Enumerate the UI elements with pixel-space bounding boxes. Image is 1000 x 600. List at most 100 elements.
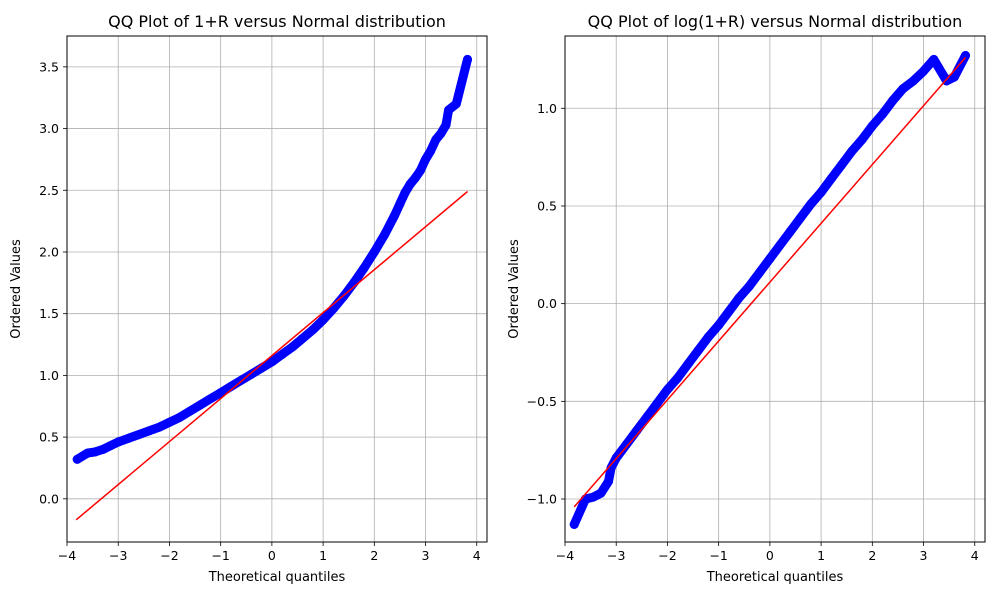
data-point <box>796 213 806 223</box>
data-point <box>652 398 662 408</box>
data-point <box>185 406 195 416</box>
data-point <box>908 76 918 86</box>
data-point <box>857 135 867 145</box>
data-point <box>277 349 287 359</box>
data-point <box>683 359 693 369</box>
data-point <box>426 146 436 156</box>
y-tick-label: 2.5 <box>39 183 59 198</box>
data-point <box>621 439 631 449</box>
data-point <box>949 72 959 82</box>
y-tick-label: −0.5 <box>527 394 557 409</box>
x-tick-label: 2 <box>868 548 876 563</box>
x-tick-label: 3 <box>920 548 928 563</box>
data-point <box>410 173 420 183</box>
data-point <box>436 128 446 138</box>
data-point <box>775 240 785 250</box>
data-point <box>359 263 369 273</box>
chart-2-title: QQ Plot of log(1+R) versus Normal distri… <box>588 12 963 31</box>
data-point <box>106 441 116 451</box>
chart-1-x-axis-label: Theoretical quantiles <box>208 570 346 585</box>
data-point <box>816 187 826 197</box>
data-point <box>734 293 744 303</box>
data-point <box>888 95 898 105</box>
data-point <box>898 84 908 94</box>
data-point <box>662 385 672 395</box>
x-tick-label: 0 <box>268 548 276 563</box>
data-point <box>919 66 929 76</box>
y-tick-label: 0.5 <box>39 430 59 445</box>
reference-line <box>75 190 469 521</box>
y-tick-label: 1.5 <box>39 306 59 321</box>
x-tick-label: 1 <box>319 548 327 563</box>
x-tick-label: −2 <box>160 548 178 563</box>
data-point <box>90 447 100 457</box>
x-tick-label: 0 <box>766 548 774 563</box>
chart-1-y-axis-label: Ordered Values <box>9 239 24 339</box>
data-point <box>588 492 598 502</box>
data-point <box>765 254 775 264</box>
data-point <box>380 230 390 240</box>
data-point <box>267 357 277 367</box>
data-point <box>642 412 652 422</box>
data-point <box>164 417 174 427</box>
data-point <box>369 247 379 257</box>
x-tick-label: −4 <box>58 548 76 563</box>
chart-2-series <box>569 51 971 529</box>
x-tick-label: 4 <box>473 548 481 563</box>
y-tick-label: 2.0 <box>39 244 59 259</box>
x-tick-label: −3 <box>109 548 127 563</box>
reference-line <box>573 56 967 508</box>
data-point <box>400 188 410 198</box>
y-tick-label: 0.0 <box>39 491 59 506</box>
data-point <box>847 146 857 156</box>
y-tick-label: 0.0 <box>537 296 557 311</box>
data-point <box>431 135 441 145</box>
data-point <box>451 99 461 109</box>
y-tick-label: 0.5 <box>537 198 557 213</box>
data-point <box>867 121 877 131</box>
chart-1-series <box>72 54 473 521</box>
data-point <box>580 494 590 504</box>
data-point <box>673 373 683 383</box>
x-tick-label: −2 <box>658 548 676 563</box>
chart-2-y-axis-label: Ordered Values <box>507 239 522 339</box>
y-tick-label: 1.0 <box>537 101 557 116</box>
y-tick-label: −1.0 <box>527 492 557 507</box>
data-point <box>421 154 431 164</box>
x-tick-label: 2 <box>370 548 378 563</box>
data-point <box>328 304 338 314</box>
data-point <box>195 400 205 410</box>
data-point <box>134 430 144 440</box>
chart-1-axes: −4 −3 −2 −1 0 1 2 3 4 0.0 0.5 1.0 1.5 2.0 2.5 3.0 3.5 QQ… <box>9 12 488 585</box>
data-point <box>175 412 185 422</box>
chart-2-frame <box>564 35 986 543</box>
chart-1-ticks: −4 −3 −2 −1 0 1 2 3 4 0.0 0.5 1.0 1.5 2.0 2.5 3.0 3.5 <box>39 59 481 563</box>
chart-2-x-axis-label: Theoretical quantiles <box>706 570 844 585</box>
x-tick-label: −4 <box>556 548 574 563</box>
data-point <box>693 346 703 356</box>
data-point <box>744 281 754 291</box>
data-point <box>308 325 318 335</box>
data-point <box>755 267 765 277</box>
data-point <box>929 54 939 64</box>
data-point <box>703 332 713 342</box>
data-point <box>405 179 415 189</box>
data-point <box>113 437 123 447</box>
x-tick-label: −1 <box>709 548 727 563</box>
chart-2-ticks: −4 −3 −2 −1 0 1 2 3 4 −1.0 −0.5 0.0 0.5 1.0 <box>527 101 979 563</box>
y-tick-label: 3.0 <box>39 121 59 136</box>
chart-2-axes: −4 −3 −2 −1 0 1 2 3 4 −1.0 −0.5 0.0 0.5 1.0 QQ Plot o… <box>507 12 986 585</box>
data-point <box>444 105 454 115</box>
data-point <box>441 120 451 130</box>
y-tick-label: 1.0 <box>39 368 59 383</box>
data-point <box>463 54 473 64</box>
data-point <box>298 333 308 343</box>
data-point <box>390 210 400 220</box>
data-points-band <box>72 54 472 464</box>
data-point <box>714 320 724 330</box>
x-tick-label: 4 <box>971 548 979 563</box>
data-point <box>724 306 734 316</box>
data-point <box>72 454 82 464</box>
